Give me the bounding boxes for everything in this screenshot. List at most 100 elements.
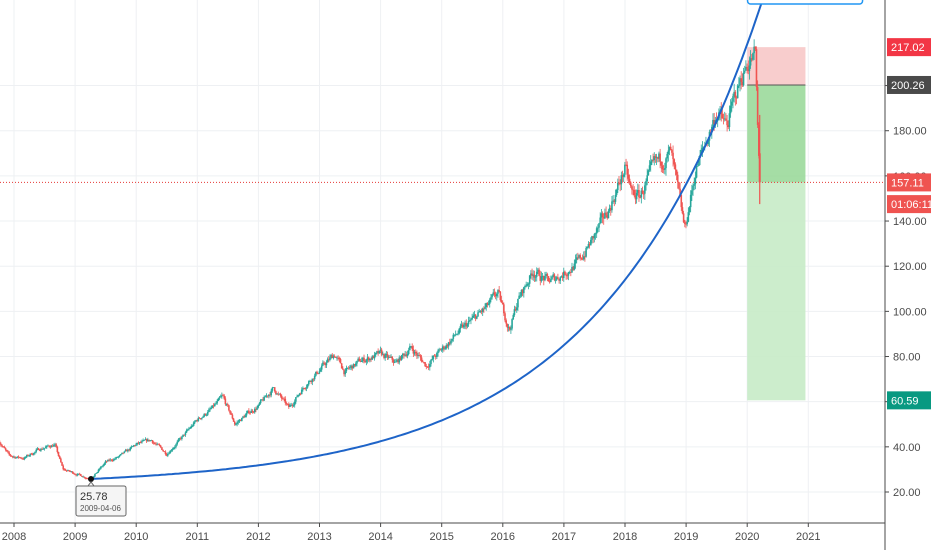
candle-body <box>653 156 656 161</box>
candle-body <box>480 311 483 312</box>
candle-body <box>224 398 227 405</box>
candle-body <box>235 424 237 425</box>
candle-body <box>726 120 728 126</box>
candle-body <box>411 346 413 350</box>
candle-body <box>329 357 331 360</box>
candle-body <box>513 309 516 316</box>
candle-body <box>521 289 524 294</box>
curve-end-label-box <box>746 0 864 5</box>
candle-body <box>740 78 742 82</box>
candle-body <box>250 410 253 413</box>
candle-body <box>359 361 362 362</box>
candle-body <box>336 357 338 359</box>
candle-body <box>137 442 140 444</box>
candle-body <box>295 397 297 402</box>
candle-body <box>322 362 324 366</box>
trend-curve[interactable] <box>88 0 864 482</box>
candle-body <box>691 190 693 195</box>
candle-body <box>168 453 170 455</box>
candle-body <box>466 324 469 327</box>
candle-body <box>728 113 731 128</box>
candle-body <box>399 357 402 360</box>
candle-body <box>682 213 685 223</box>
candle-body <box>392 359 395 363</box>
candle-body <box>6 449 8 452</box>
candle-body <box>393 361 396 363</box>
candle-body <box>493 292 496 295</box>
candle-body <box>157 443 160 445</box>
candle-body <box>64 469 67 471</box>
candle-body <box>236 422 238 425</box>
candle-body <box>503 304 505 314</box>
candle-body <box>76 474 79 476</box>
candle-body <box>465 322 468 327</box>
candle-body <box>222 395 224 397</box>
candle-body <box>310 381 312 383</box>
candle-body <box>269 394 271 396</box>
candle-body <box>510 328 512 330</box>
candle-body <box>162 449 164 452</box>
candle-body <box>593 234 596 239</box>
candle-body <box>598 223 600 228</box>
price-badge <box>887 38 931 57</box>
candle-body <box>346 367 349 369</box>
x-tick-label: 2010 <box>124 531 148 543</box>
candle-body <box>602 217 605 219</box>
candle-body <box>260 399 263 401</box>
candle-body <box>299 393 302 395</box>
candle-body <box>652 160 654 161</box>
candle-body <box>138 442 141 444</box>
candle-body <box>586 247 589 249</box>
candle-body <box>437 350 439 354</box>
candle-body <box>317 373 319 375</box>
candle-body <box>604 212 606 219</box>
candle-body <box>627 174 630 179</box>
candle-body <box>505 320 507 324</box>
candle-body <box>404 354 406 356</box>
candle-body <box>335 357 337 358</box>
candle-body <box>364 361 366 363</box>
candle-body <box>72 473 75 475</box>
candle-body <box>69 471 72 472</box>
candle-body <box>648 165 651 171</box>
candle-body <box>698 158 700 166</box>
candle-body <box>621 175 624 177</box>
candle-body <box>143 440 146 441</box>
candle-body <box>55 444 57 447</box>
candle-body <box>325 362 328 366</box>
candle-body <box>313 375 316 380</box>
candle-body <box>276 393 278 395</box>
candle-body <box>560 276 563 278</box>
candle-body <box>671 150 673 153</box>
candle-body <box>103 463 106 466</box>
candle-body <box>337 357 339 359</box>
candle-body <box>385 354 388 356</box>
candle-body <box>566 275 569 277</box>
candle-body <box>477 312 479 317</box>
candle-body <box>366 357 369 361</box>
candle-body <box>132 445 135 447</box>
candle-body <box>387 357 390 358</box>
candle-body <box>181 436 183 440</box>
candle-body <box>534 276 537 278</box>
candle-body <box>389 357 391 358</box>
candle-body <box>296 396 298 398</box>
candle-body <box>558 278 560 281</box>
candle-body <box>219 396 222 398</box>
candle-body <box>297 395 300 397</box>
candle-body <box>656 157 659 159</box>
candle-body <box>756 86 759 125</box>
candle-body <box>758 153 761 183</box>
candle-body <box>233 421 236 425</box>
candle-body <box>484 307 486 309</box>
candle-body <box>123 451 126 454</box>
y-axis-ticks: 20.0040.0060.0080.00100.00120.00140.0016… <box>885 81 927 499</box>
candle-body <box>255 409 257 410</box>
candle-body <box>662 169 665 171</box>
candle-body <box>338 357 341 360</box>
candle-body <box>309 381 311 382</box>
candle-body <box>315 371 317 376</box>
candle-body <box>38 449 41 451</box>
candle-body <box>298 393 301 396</box>
